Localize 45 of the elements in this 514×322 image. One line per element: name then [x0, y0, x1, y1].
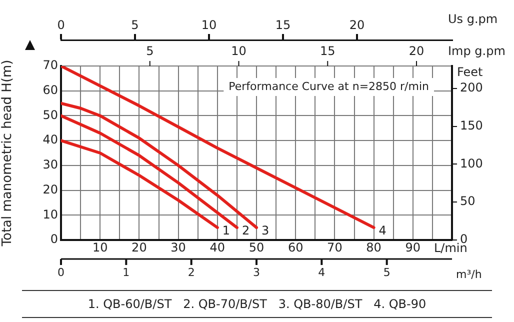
text: 15	[320, 44, 336, 58]
x2-tick-label: 10	[201, 18, 217, 32]
y2-tick-label: 100	[460, 156, 483, 170]
y-tick-label: 30	[42, 158, 58, 172]
y-tick-label: 50	[42, 108, 58, 122]
x-tick-label: 10	[92, 240, 108, 254]
x2-tick-label: 15	[275, 18, 291, 32]
x2-tick-label: 5	[131, 18, 139, 32]
y2-tick-label: 50	[460, 194, 476, 208]
y-tick-label: 0	[50, 232, 58, 246]
y2-axis-title: Feet	[457, 65, 484, 80]
series-label: 2	[242, 224, 250, 238]
text: 20	[408, 44, 424, 58]
series-label: 1	[222, 224, 230, 238]
y-axis-title: Total manometric head H(m)	[0, 60, 16, 248]
y-tick-label: 70	[42, 58, 58, 72]
x-tick-label: 70	[327, 240, 342, 254]
text: 5	[146, 44, 154, 58]
y-tick-label: 10	[42, 207, 58, 222]
y2-tick-label: 150	[460, 118, 483, 132]
text: 3	[253, 266, 260, 279]
text: 10	[231, 44, 246, 58]
x-tick-label: 80	[366, 240, 382, 254]
annotation: Performance Curve at n=2850 r/min	[228, 80, 430, 93]
text: 4	[318, 266, 326, 279]
x-tick-label: 20	[132, 240, 147, 254]
y-tick-label: 40	[42, 132, 58, 147]
y2-tick-label: 200	[460, 80, 483, 95]
text: Imp g.pm	[448, 44, 506, 58]
y-tick-label: 20	[42, 182, 58, 196]
series-label: 3	[262, 224, 270, 238]
x-tick-label: 50	[248, 240, 264, 254]
series-label: 4	[378, 224, 386, 238]
x2-axis-title: Us g.pm	[448, 12, 498, 26]
x-tick-label: 40	[210, 240, 226, 254]
text: 1. QB-60/B/ST 2. QB-70/B/ST 3. QB-80/B/ST 4. QB-90	[22, 290, 492, 318]
x-tick-label: 30	[170, 240, 186, 254]
text: 2	[188, 266, 195, 279]
x-tick-label: 90	[405, 240, 421, 254]
y-tick-label: 60	[42, 82, 58, 97]
x-tick-label: 60	[288, 240, 304, 254]
text: 5	[383, 266, 390, 279]
text: 1	[122, 266, 130, 279]
text: m³/h	[456, 268, 482, 281]
x2-tick-label: 20	[349, 18, 365, 32]
